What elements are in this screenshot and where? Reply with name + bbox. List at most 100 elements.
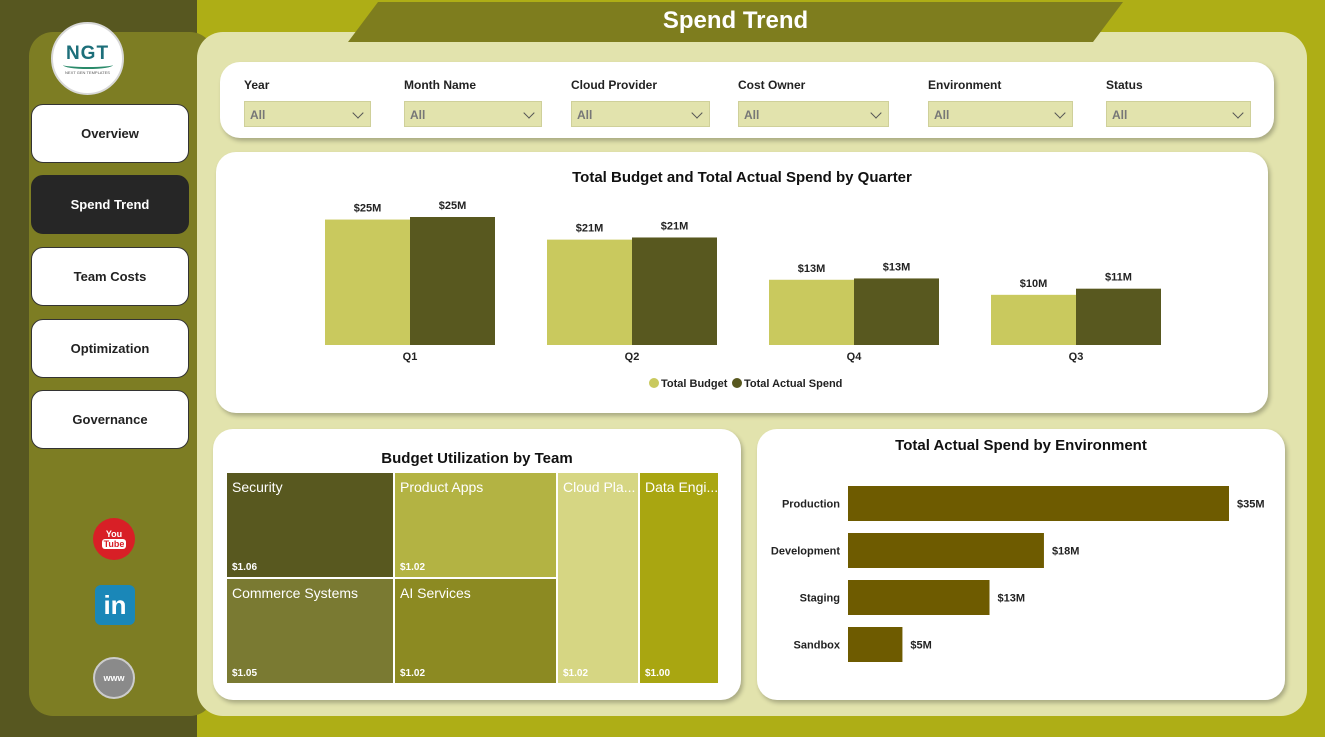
tile-value: $1.00 xyxy=(645,668,671,679)
tile-label: Commerce Systems xyxy=(232,585,359,601)
chart-title: Total Budget and Total Actual Spend by Q… xyxy=(572,169,912,186)
legend-marker xyxy=(649,378,659,388)
bar-budget xyxy=(325,219,410,345)
bar-actual xyxy=(1076,288,1161,345)
chevron-down-icon xyxy=(523,107,535,119)
y-tick-label: Development xyxy=(771,546,840,558)
filter-label: Cost Owner xyxy=(738,78,806,92)
logo-text: NGT xyxy=(65,42,110,64)
header-band xyxy=(348,2,1123,42)
tile-value: $1.06 xyxy=(232,562,258,573)
chevron-down-icon xyxy=(1232,107,1244,119)
tile-label: Cloud Pla... xyxy=(563,479,636,495)
treemap-tile[interactable]: Cloud Pla... $1.02 xyxy=(557,472,639,684)
dropdown-value: All xyxy=(744,108,760,122)
treemap-tile[interactable]: Security $1.06 xyxy=(226,472,394,578)
filter-label: Environment xyxy=(928,78,1002,92)
chevron-down-icon xyxy=(1054,107,1066,119)
bar-actual xyxy=(854,278,939,345)
logo-subtitle: NEXT GEN TEMPLATES xyxy=(65,69,110,75)
chevron-down-icon xyxy=(870,107,882,119)
chart-title: Total Actual Spend by Environment xyxy=(895,437,1147,454)
nav-optimization-button[interactable]: Optimization xyxy=(31,319,189,378)
x-tick-label: Q2 xyxy=(625,351,640,363)
treemap: Security $1.06 Product Apps $1.02 Cloud Pla.… xyxy=(226,472,719,684)
month-name-dropdown[interactable]: All xyxy=(404,101,542,127)
chart-title: Budget Utilization by Team xyxy=(381,450,573,467)
youtube-bottom-text: Tube xyxy=(101,539,127,549)
cloud-provider-dropdown[interactable]: All xyxy=(571,101,710,127)
nav-spend-trend-button[interactable]: Spend Trend xyxy=(31,175,189,234)
treemap-tile[interactable]: Commerce Systems $1.05 xyxy=(226,578,394,684)
data-label: $25M xyxy=(354,203,382,215)
chevron-down-icon xyxy=(691,107,703,119)
logo: NGT NEXT GEN TEMPLATES xyxy=(51,22,124,95)
tile-label: Product Apps xyxy=(400,479,484,495)
tile-value: $1.02 xyxy=(563,668,589,679)
nav-team-costs-button[interactable]: Team Costs xyxy=(31,247,189,306)
nav-overview-button[interactable]: Overview xyxy=(31,104,189,163)
filter-label: Year xyxy=(244,78,270,92)
y-tick-label: Sandbox xyxy=(794,640,841,652)
bar-budget xyxy=(991,294,1076,345)
dropdown-value: All xyxy=(577,108,593,122)
logo-swoosh-icon xyxy=(62,61,113,69)
year-dropdown[interactable]: All xyxy=(244,101,371,127)
data-label: $13M xyxy=(883,261,911,273)
treemap-tile[interactable]: AI Services $1.02 xyxy=(394,578,557,684)
dropdown-value: All xyxy=(1112,108,1128,122)
tile-label: Security xyxy=(232,479,283,495)
x-tick-label: Q3 xyxy=(1069,351,1084,363)
youtube-top-text: You xyxy=(105,529,123,539)
environment-chart-card: Total Actual Spend by Environment Produc… xyxy=(757,429,1285,700)
youtube-icon[interactable]: You Tube xyxy=(93,518,135,560)
filter-bar: Year All Month Name All Cloud Provider A… xyxy=(220,62,1274,138)
data-label: $5M xyxy=(910,640,931,652)
filter-label: Month Name xyxy=(404,78,476,92)
data-label: $35M xyxy=(1237,499,1265,511)
quarter-bar-chart: $25M $25M Q1 $21M $21M Q2 $13M $13M Q4 $10M $11M Q3… xyxy=(325,200,1161,390)
filter-label: Cloud Provider xyxy=(571,78,658,92)
tile-label: AI Services xyxy=(400,585,471,601)
bar-budget xyxy=(547,239,632,345)
chevron-down-icon xyxy=(352,107,364,119)
data-label: $18M xyxy=(1052,546,1080,558)
dropdown-value: All xyxy=(934,108,950,122)
treemap-tile[interactable]: Product Apps $1.02 xyxy=(394,472,557,578)
data-label: $21M xyxy=(661,220,689,232)
team-treemap-card: Budget Utilization by Team Security $1.06… xyxy=(213,429,741,700)
tile-value: $1.02 xyxy=(400,668,426,679)
globe-icon[interactable]: www xyxy=(93,657,135,699)
dropdown-value: All xyxy=(250,108,266,122)
treemap-tile[interactable]: Data Engi... $1.00 xyxy=(639,472,719,684)
status-dropdown[interactable]: All xyxy=(1106,101,1251,127)
linkedin-icon[interactable]: in xyxy=(95,585,135,625)
y-tick-label: Staging xyxy=(800,593,840,605)
bar-budget xyxy=(769,279,854,345)
data-label: $13M xyxy=(798,263,826,275)
bar-environment xyxy=(848,486,1229,521)
quarter-chart-card: Total Budget and Total Actual Spend by Q… xyxy=(216,152,1268,413)
bar-actual xyxy=(410,217,495,345)
environment-dropdown[interactable]: All xyxy=(928,101,1073,127)
x-tick-label: Q1 xyxy=(403,351,418,363)
bar-environment xyxy=(848,627,903,662)
nav-governance-button[interactable]: Governance xyxy=(31,390,189,449)
x-tick-label: Q4 xyxy=(847,351,863,363)
bar-environment xyxy=(848,533,1044,568)
page-title: Spend Trend xyxy=(662,7,809,34)
data-label: $25M xyxy=(439,200,467,212)
filter-label: Status xyxy=(1106,78,1143,92)
data-label: $13M xyxy=(998,593,1026,605)
y-tick-label: Production xyxy=(782,499,840,511)
environment-bar-chart: Production $35M Development $18M Staging $13M… xyxy=(771,486,1265,662)
bar-environment xyxy=(848,580,990,615)
cost-owner-dropdown[interactable]: All xyxy=(738,101,889,127)
legend-marker xyxy=(732,378,742,388)
data-label: $11M xyxy=(1105,272,1132,284)
tile-label: Data Engi... xyxy=(645,479,717,495)
tile-value: $1.05 xyxy=(232,668,258,679)
bar-actual xyxy=(632,237,717,345)
legend-label: Total Actual Spend xyxy=(744,378,842,390)
data-label: $21M xyxy=(576,223,604,235)
